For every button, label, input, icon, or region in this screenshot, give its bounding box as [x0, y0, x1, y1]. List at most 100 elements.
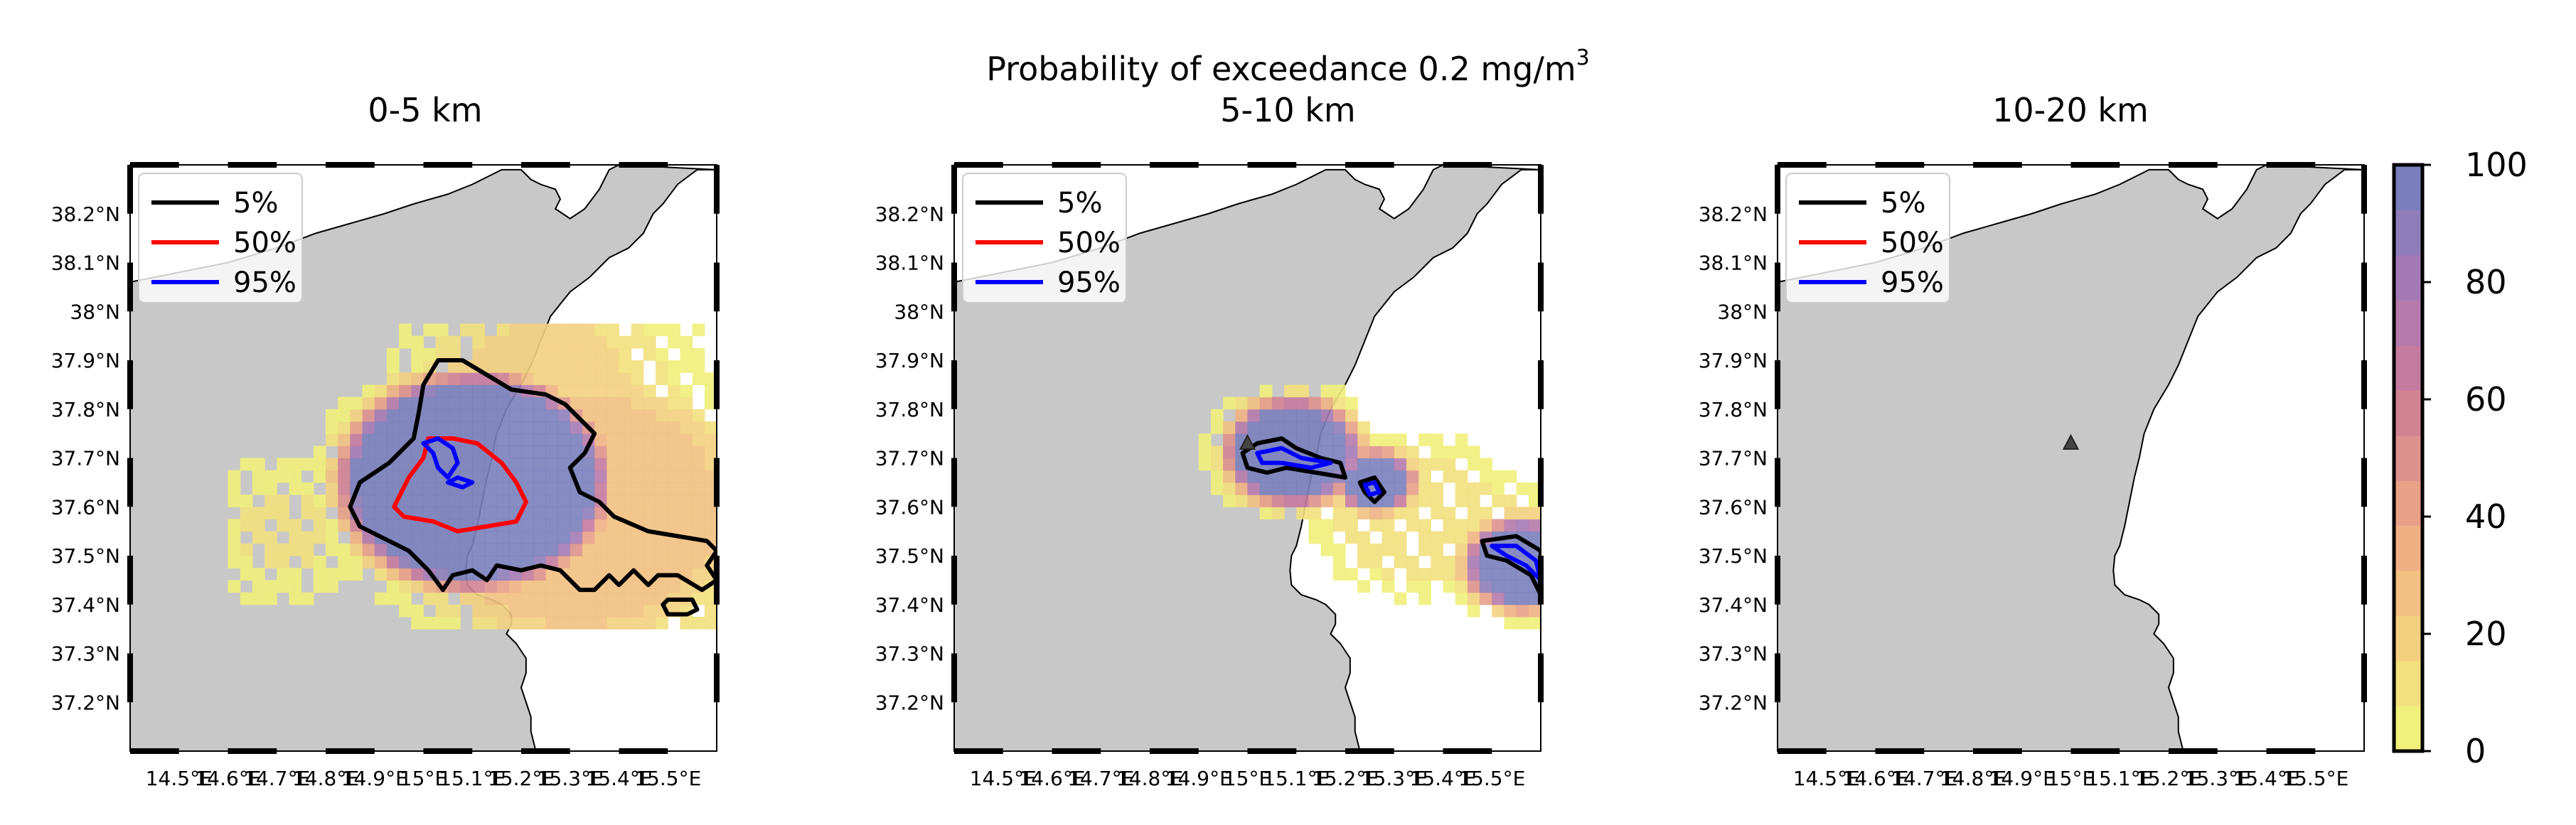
lat-tick-label: 38°N	[894, 300, 944, 323]
heat-cell	[472, 531, 486, 544]
heat-cell	[1480, 556, 1492, 568]
heat-cell	[326, 433, 338, 446]
heat-cell	[1332, 568, 1346, 581]
heat-cell	[386, 580, 400, 593]
heat-cell	[594, 409, 607, 422]
heat-cell	[570, 372, 583, 385]
heat-cell	[582, 507, 595, 520]
heat-cell	[1480, 507, 1492, 520]
heat-cell	[533, 458, 546, 471]
heat-cell	[496, 347, 510, 361]
heat-cell	[496, 360, 510, 373]
heat-cell	[472, 507, 486, 520]
heat-cell	[411, 580, 424, 593]
heat-cell	[1345, 409, 1358, 422]
heat-cell	[508, 421, 522, 434]
heat-cell	[1223, 458, 1236, 471]
heat-cell	[1528, 592, 1541, 605]
heat-cell	[692, 470, 705, 483]
lon-tick-label: 14.9°E	[341, 767, 408, 790]
heat-cell	[594, 482, 607, 495]
heat-cell	[362, 495, 375, 507]
heat-cell	[338, 470, 351, 483]
heat-cell	[643, 323, 656, 337]
heat-cell	[631, 335, 644, 349]
heat-cell	[631, 446, 644, 459]
heat-cell	[1467, 604, 1480, 618]
heat-cell	[1528, 531, 1541, 544]
heat-cell	[508, 580, 522, 593]
heat-cell	[484, 531, 498, 544]
colorbar-segment	[2394, 435, 2422, 481]
heat-cell	[423, 580, 437, 593]
heat-cell	[631, 592, 644, 605]
legend-label: 50%	[233, 227, 296, 259]
heat-cell	[289, 592, 302, 605]
heat-cell	[570, 347, 583, 361]
heat-cell	[582, 604, 595, 618]
heat-cell	[668, 421, 681, 434]
heat-cell	[1345, 433, 1358, 446]
heat-cell	[447, 360, 461, 373]
heat-cell	[1210, 409, 1224, 422]
heat-cell	[1504, 592, 1517, 605]
heat-cell	[533, 446, 546, 459]
heat-cell	[252, 458, 265, 471]
heat-cell	[228, 556, 241, 568]
heat-cell	[326, 568, 338, 581]
heat-cell	[460, 372, 473, 385]
heat-cell	[1259, 495, 1273, 507]
heat-cell	[362, 421, 375, 434]
heat-cell	[1528, 495, 1541, 507]
heat-cell	[1345, 568, 1358, 581]
heat-cell	[423, 531, 437, 544]
heat-cell	[606, 372, 620, 385]
heat-cell	[338, 482, 351, 495]
heat-cell	[1247, 409, 1261, 422]
heat-cell	[692, 495, 705, 507]
heat-cell	[680, 446, 693, 459]
heat-cell	[313, 556, 326, 568]
heat-cell	[423, 323, 437, 337]
colorbar-segment	[2394, 345, 2422, 391]
colorbar-tick-label: 20	[2465, 615, 2507, 653]
heat-cell	[582, 482, 595, 495]
heat-cell	[338, 556, 351, 568]
heat-cell	[472, 323, 486, 337]
heat-cell	[533, 433, 546, 446]
lat-tick-label: 38°N	[70, 300, 120, 323]
heat-cell	[533, 335, 546, 349]
heat-cell	[1467, 482, 1480, 495]
heat-cell	[460, 421, 473, 434]
heat-cell	[374, 507, 388, 520]
heat-cell	[1332, 556, 1346, 568]
heat-cell	[557, 543, 571, 556]
heat-cell	[1394, 482, 1407, 495]
heat-cell	[619, 507, 632, 520]
heat-cell	[656, 580, 668, 593]
colorbar-tick-label: 40	[2465, 497, 2507, 536]
heat-cell	[1235, 470, 1249, 483]
heat-cell	[399, 568, 412, 581]
heat-cell	[496, 568, 510, 581]
heat-cell	[1467, 543, 1480, 556]
lat-tick-label: 38.2°N	[1699, 203, 1768, 226]
heat-cell	[1235, 397, 1249, 410]
heat-cell	[423, 458, 437, 471]
heat-cell	[606, 360, 620, 373]
heat-cell	[508, 347, 522, 361]
heat-cell	[594, 592, 607, 605]
heat-cell	[1443, 519, 1456, 532]
heat-cell	[1271, 507, 1285, 520]
heat-cell	[264, 592, 277, 605]
heat-cell	[411, 347, 424, 361]
heat-cell	[668, 580, 681, 593]
heat-cell	[423, 616, 437, 630]
heat-cell	[411, 495, 424, 507]
legend-label: 5%	[1881, 187, 1925, 220]
heat-cell	[386, 421, 400, 434]
heat-cell	[1357, 543, 1370, 556]
heat-cell	[557, 433, 571, 446]
heat-cell	[557, 372, 571, 385]
heat-cell	[668, 519, 681, 532]
